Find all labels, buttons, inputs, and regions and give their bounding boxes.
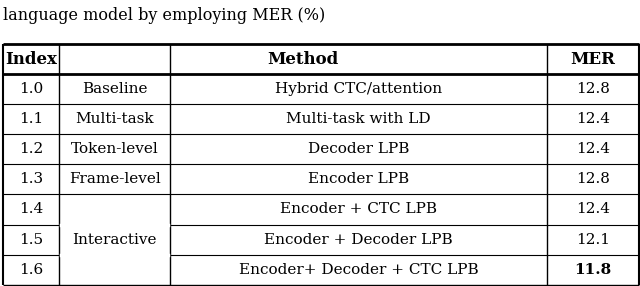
Text: 1.1: 1.1 <box>19 112 44 126</box>
Text: 11.8: 11.8 <box>574 263 612 277</box>
Text: Multi-task with LD: Multi-task with LD <box>287 112 431 126</box>
Text: Encoder+ Decoder + CTC LPB: Encoder+ Decoder + CTC LPB <box>239 263 479 277</box>
Text: Interactive: Interactive <box>72 233 157 247</box>
Text: Multi-task: Multi-task <box>76 112 154 126</box>
Text: Encoder LPB: Encoder LPB <box>308 172 410 186</box>
Text: 1.6: 1.6 <box>19 263 44 277</box>
Text: 12.1: 12.1 <box>576 233 610 247</box>
Text: Index: Index <box>5 51 57 68</box>
Text: 1.5: 1.5 <box>19 233 44 247</box>
Text: 1.4: 1.4 <box>19 202 44 217</box>
Text: language model by employing MER (%): language model by employing MER (%) <box>3 7 326 24</box>
Text: Token-level: Token-level <box>71 142 159 156</box>
Text: MER: MER <box>570 51 616 68</box>
Text: 1.2: 1.2 <box>19 142 44 156</box>
Text: Encoder + CTC LPB: Encoder + CTC LPB <box>280 202 437 217</box>
Text: 12.8: 12.8 <box>576 172 610 186</box>
Text: 12.4: 12.4 <box>576 112 610 126</box>
Text: Hybrid CTC/attention: Hybrid CTC/attention <box>275 82 442 96</box>
Text: Decoder LPB: Decoder LPB <box>308 142 410 156</box>
Text: 12.4: 12.4 <box>576 202 610 217</box>
Text: Frame-level: Frame-level <box>69 172 161 186</box>
Text: 1.3: 1.3 <box>19 172 44 186</box>
Text: 12.8: 12.8 <box>576 82 610 96</box>
Text: Encoder + Decoder LPB: Encoder + Decoder LPB <box>264 233 453 247</box>
Text: Method: Method <box>268 51 339 68</box>
Text: 12.4: 12.4 <box>576 142 610 156</box>
Text: Baseline: Baseline <box>82 82 147 96</box>
Text: 1.0: 1.0 <box>19 82 44 96</box>
